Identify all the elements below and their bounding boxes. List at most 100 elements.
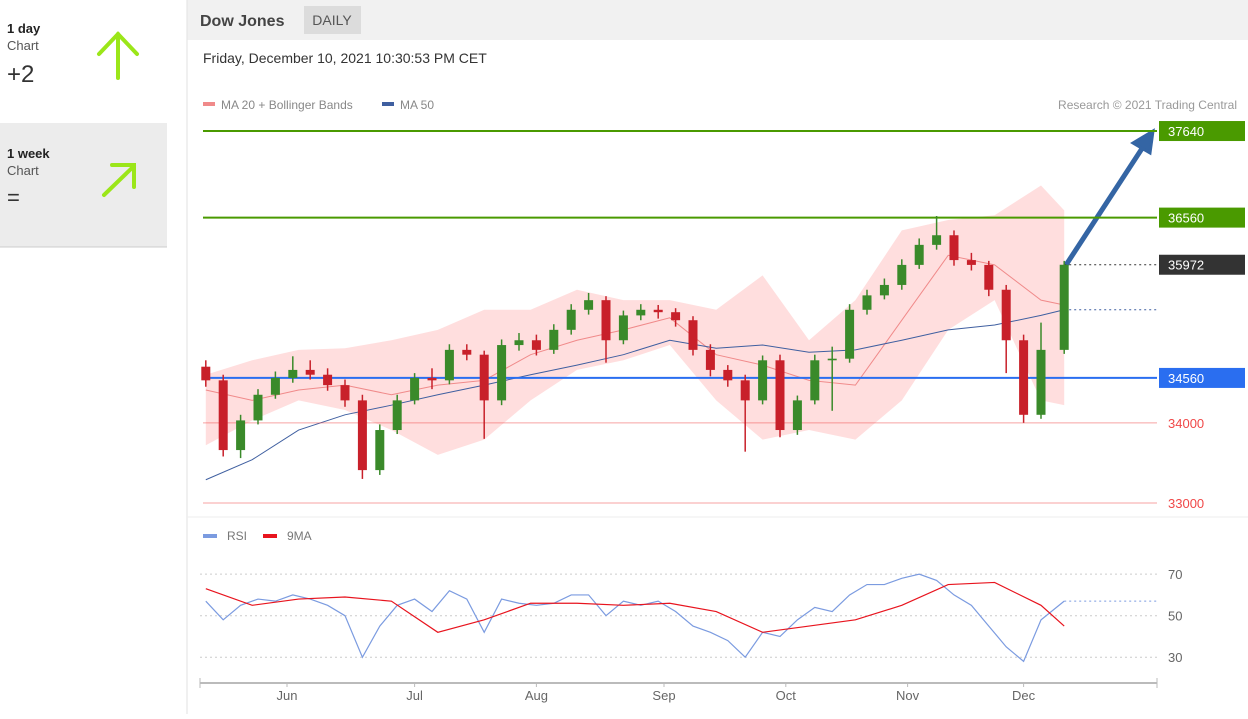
y-tick-label: 50 [1168, 609, 1182, 624]
candle-body [705, 349, 715, 370]
legend-label: MA 20 + Bollinger Bands [221, 98, 353, 112]
score: +2 [7, 61, 34, 88]
candle-body [462, 349, 472, 355]
candle-body [305, 369, 315, 375]
x-tick-label: Aug [525, 688, 548, 703]
candle-body [323, 374, 333, 386]
candle-body [549, 329, 559, 350]
candle-body [288, 369, 298, 378]
arrow-diag [102, 163, 136, 197]
candle-body [671, 312, 681, 321]
x-tick-label: Sep [652, 688, 675, 703]
level-box [1159, 121, 1245, 142]
candle-body [879, 284, 889, 296]
candle-body [653, 309, 663, 313]
candle-body [723, 369, 733, 381]
bollinger-band [205, 185, 1065, 455]
interval[interactable]: DAILY [312, 12, 352, 28]
legend-swatch [203, 102, 215, 106]
candle-body [444, 349, 454, 381]
candle-body [810, 360, 820, 401]
candle-body [775, 360, 785, 431]
candle-body [514, 340, 524, 346]
candle-body [375, 430, 385, 471]
candle-body [845, 309, 855, 359]
candle-body [862, 295, 872, 310]
legend-label: RSI [227, 529, 247, 543]
candle-body [827, 358, 837, 361]
candle-body [914, 244, 924, 265]
legend-swatch [203, 534, 217, 538]
candle-body [1036, 349, 1046, 415]
level-label: 36560 [1168, 211, 1204, 226]
level-box [1159, 367, 1245, 388]
level-box [1159, 207, 1245, 228]
level-label: 35972 [1168, 258, 1204, 273]
candle-body [340, 385, 350, 401]
candle-body [1019, 340, 1029, 415]
candle-body [497, 345, 507, 401]
y-tick-label: 30 [1168, 650, 1182, 665]
credit: Research © 2021 Trading Central [1058, 98, 1237, 112]
candle-body [566, 309, 576, 330]
score: = [7, 185, 20, 210]
candle-body [740, 380, 750, 401]
candle-body [897, 264, 907, 285]
series-line [205, 581, 1065, 633]
projection-arrowhead [1130, 128, 1155, 156]
series-line [205, 573, 1065, 663]
candle-body [410, 377, 420, 401]
projection-arrow [1063, 145, 1146, 267]
x-tick-label: Dec [1012, 688, 1036, 703]
candle-body [618, 315, 628, 341]
datetime: Friday, December 10, 2021 10:30:53 PM CE… [203, 50, 487, 66]
candle-body [1059, 264, 1069, 350]
candle-body [427, 377, 437, 381]
level-label: 34560 [1168, 371, 1204, 386]
legend-swatch [263, 534, 277, 538]
sidebar-selected[interactable] [0, 123, 167, 247]
level-label: 34000 [1168, 416, 1204, 431]
ma50-line [205, 309, 1065, 481]
candle-body [601, 300, 611, 341]
level-label: 33000 [1168, 496, 1204, 511]
x-tick-label: Jun [277, 688, 298, 703]
legend-swatch [382, 102, 394, 106]
level-box [1159, 254, 1245, 275]
candle-body [984, 264, 994, 290]
ma20-line [205, 254, 1065, 401]
candle-body [584, 300, 594, 310]
candle-body [531, 340, 541, 350]
period: 1 week [7, 146, 50, 161]
x-tick-label: Oct [776, 688, 797, 703]
candle-body [392, 400, 402, 431]
candle-body [357, 400, 367, 471]
period: 1 day [7, 21, 41, 36]
candle-body [758, 360, 768, 401]
candle-body [253, 394, 263, 421]
candle-body [949, 235, 959, 261]
candle-body [966, 260, 976, 265]
candle-body [201, 366, 211, 381]
header-bar [187, 0, 1248, 40]
x-tick-label: Nov [896, 688, 920, 703]
legend-label: 9MA [287, 529, 312, 543]
candle-body [636, 309, 646, 316]
candle-body [479, 354, 489, 401]
kind: Chart [7, 163, 39, 178]
candle-body [932, 235, 942, 245]
x-tick-label: Jul [406, 688, 423, 703]
level-label: 37640 [1168, 124, 1204, 139]
candle-body [218, 380, 228, 451]
legend-label: MA 50 [400, 98, 434, 112]
candle-body [688, 320, 698, 350]
kind: Chart [7, 38, 39, 53]
candle-body [1001, 289, 1011, 341]
y-tick-label: 70 [1168, 567, 1182, 582]
candle-body [792, 400, 802, 431]
title: Dow Jones [200, 13, 285, 30]
interval-badge[interactable] [304, 6, 361, 34]
arrow-up [97, 31, 139, 80]
